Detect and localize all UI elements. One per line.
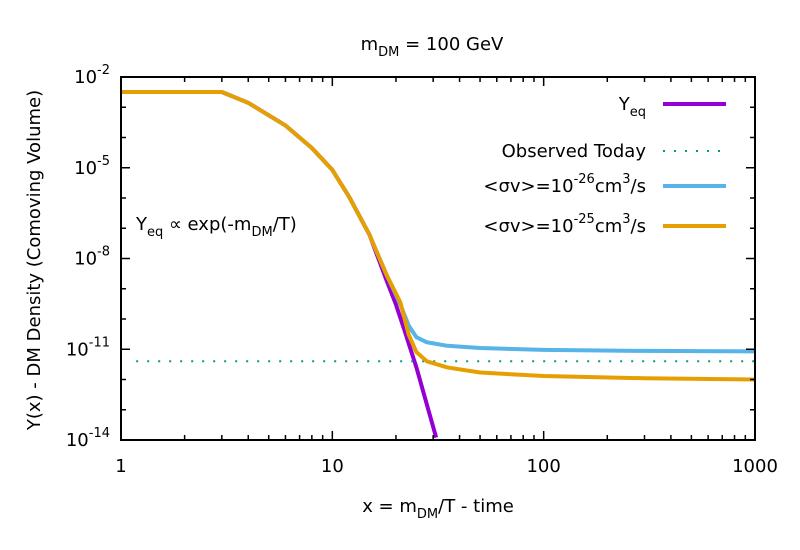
y-tick-label: 10-2 (74, 63, 110, 88)
legend-label-2: <σv>=10-26cm3/s (483, 172, 646, 197)
equilibrium-annotation: Yeq ∝ exp(-mDM/T) (135, 214, 297, 240)
x-tick-label: 1 (115, 456, 126, 477)
x-tick-label: 1000 (732, 456, 778, 477)
y-tick-label: 10-5 (74, 154, 110, 179)
x-tick-label: 100 (526, 456, 560, 477)
legend-label-1: Observed Today (502, 141, 647, 162)
plot-frame (120, 76, 756, 441)
plot-layer: 1 10 100 1000 10-14 10-11 10-8 10-5 10-2 Yeq ∝ ex… (66, 63, 778, 477)
y-tick-label: 10-14 (66, 426, 110, 451)
y-axis-label: Y(x) - DM Density (Comoving Volume) (24, 90, 45, 431)
y-tick-label: 10-11 (66, 335, 110, 360)
chart-title: mDM = 100 GeV (361, 34, 504, 60)
series-line-0 (121, 89, 439, 439)
x-axis-label: x = mDM/T - time (362, 496, 514, 522)
legend-label-3: <σv>=10-25cm3/s (483, 212, 646, 237)
series-line-3 (121, 89, 755, 382)
x-tick-label: 10 (321, 456, 344, 477)
legend-label-0: Yeq (618, 94, 646, 120)
series-group (121, 89, 755, 439)
y-tick-label: 10-8 (74, 245, 110, 270)
